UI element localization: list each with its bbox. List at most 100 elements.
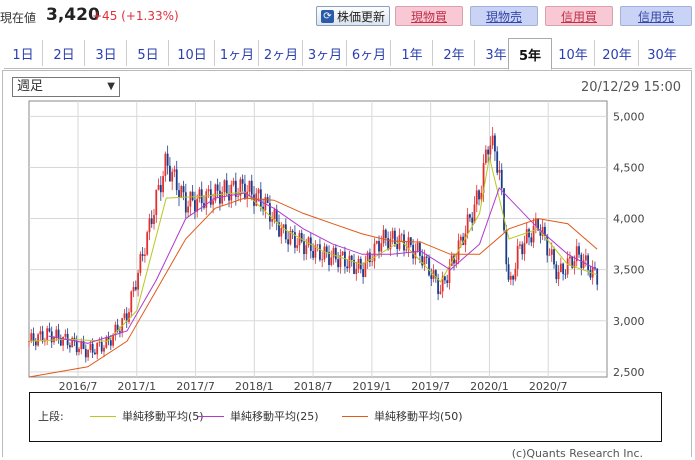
candle-body <box>587 255 590 271</box>
candle-body <box>353 259 355 274</box>
candle-body <box>212 200 214 205</box>
candle-body <box>471 217 474 223</box>
candle-body <box>269 203 271 222</box>
tab-2d[interactable]: 2日 <box>44 40 85 66</box>
tab-6m[interactable]: 6ヶ月 <box>348 40 391 66</box>
interval-select[interactable]: 週足 ▼ <box>12 77 120 97</box>
candle-body <box>316 244 319 246</box>
candle-body <box>503 188 505 231</box>
candle-body <box>400 234 403 236</box>
candle-body <box>346 266 349 269</box>
refresh-label: 株価更新 <box>336 9 385 24</box>
candle-body <box>225 180 228 194</box>
candle-body <box>546 235 549 256</box>
candle-body <box>294 232 296 248</box>
candle-body <box>366 252 369 263</box>
candle-body <box>521 244 524 255</box>
tab-5y[interactable]: 5年 <box>508 38 552 70</box>
tab-2m[interactable]: 2ヶ月 <box>260 40 303 66</box>
series-line-sma5 <box>28 157 598 342</box>
chart-panel <box>2 70 692 457</box>
candle-body <box>544 226 546 236</box>
candle-body <box>462 236 465 245</box>
candle-body <box>257 189 260 194</box>
y-tick-label: 3,500 <box>613 264 645 277</box>
tab-3d[interactable]: 3日 <box>86 40 127 66</box>
candle-body <box>496 151 499 173</box>
candle-body <box>244 183 246 199</box>
candle-body <box>375 240 378 244</box>
candle-body <box>362 269 365 277</box>
candle-body <box>414 250 417 259</box>
tab-10d[interactable]: 10日 <box>170 40 215 66</box>
candle-body <box>171 171 174 182</box>
candle-body <box>173 169 176 172</box>
margin-buy-button[interactable]: 信用買 <box>545 6 613 26</box>
candle-body <box>434 270 437 279</box>
candle-body <box>187 206 189 213</box>
tab-5d[interactable]: 5日 <box>128 40 169 66</box>
candle-body <box>541 226 544 236</box>
candle-body <box>69 345 71 348</box>
quote-header: 現在値 3,420 +45 (+1.33%) ⟳ 株価更新 現物買 現物売 信用… <box>0 0 695 34</box>
margin-sell-button[interactable]: 信用売 <box>620 6 692 26</box>
tab-2y[interactable]: 2年 <box>434 40 475 66</box>
candle-body <box>323 246 326 260</box>
candle-body <box>157 184 160 190</box>
candle-body <box>275 209 278 223</box>
candle-body <box>594 267 596 269</box>
candle-body <box>444 276 446 281</box>
candle-body <box>132 287 135 292</box>
tab-20y[interactable]: 20年 <box>596 40 639 66</box>
cash-buy-button[interactable]: 現物買 <box>395 6 463 26</box>
candle-body <box>116 324 119 332</box>
legend-swatch-sma25 <box>198 415 224 417</box>
candle-body <box>330 257 333 265</box>
tab-1d[interactable]: 1日 <box>4 40 43 66</box>
candle-body <box>184 192 187 213</box>
candle-body <box>387 238 390 250</box>
refresh-price-button[interactable]: ⟳ 株価更新 <box>316 6 390 26</box>
legend-label-sma5: 単純移動平均(5) <box>122 410 204 423</box>
candle-body <box>150 218 153 224</box>
tab-1y[interactable]: 1年 <box>392 40 433 66</box>
candle-body <box>191 191 194 201</box>
candle-body <box>82 341 85 349</box>
candle-body <box>198 189 201 199</box>
candle-body <box>528 229 530 238</box>
candle-body <box>153 215 155 224</box>
candle-body <box>550 249 553 255</box>
candle-body <box>273 209 276 220</box>
x-tick-label: 2018/7 <box>294 380 333 393</box>
tab-1m[interactable]: 1ヶ月 <box>216 40 259 66</box>
candle-body <box>391 230 394 239</box>
candle-body <box>423 256 426 266</box>
candle-body <box>548 254 551 256</box>
cash-sell-button[interactable]: 現物売 <box>470 6 538 26</box>
candle-body <box>278 222 280 237</box>
candle-body <box>534 218 537 227</box>
candle-body <box>148 218 151 233</box>
candle-body <box>348 255 351 269</box>
candle-body <box>384 229 387 239</box>
candle-body <box>459 236 462 241</box>
candle-body <box>84 348 87 358</box>
tab-30y[interactable]: 30年 <box>647 47 677 63</box>
candle-body <box>337 259 340 268</box>
candle-body <box>553 249 555 265</box>
tab-10y[interactable]: 10年 <box>552 40 595 66</box>
candle-body <box>371 261 374 263</box>
candle-body <box>494 135 496 152</box>
candle-body <box>564 273 567 275</box>
candle-body <box>437 278 440 294</box>
candle-body <box>312 250 315 258</box>
candle-body <box>271 219 274 222</box>
candle-body <box>280 228 283 237</box>
candle-body <box>196 198 199 212</box>
candle-body <box>125 313 128 322</box>
x-tick-label: 2017/7 <box>176 380 215 393</box>
candle-body <box>453 255 455 264</box>
candle-body <box>555 264 558 280</box>
tab-3m[interactable]: 3ヶ月 <box>304 40 347 66</box>
candle-body <box>539 230 542 236</box>
